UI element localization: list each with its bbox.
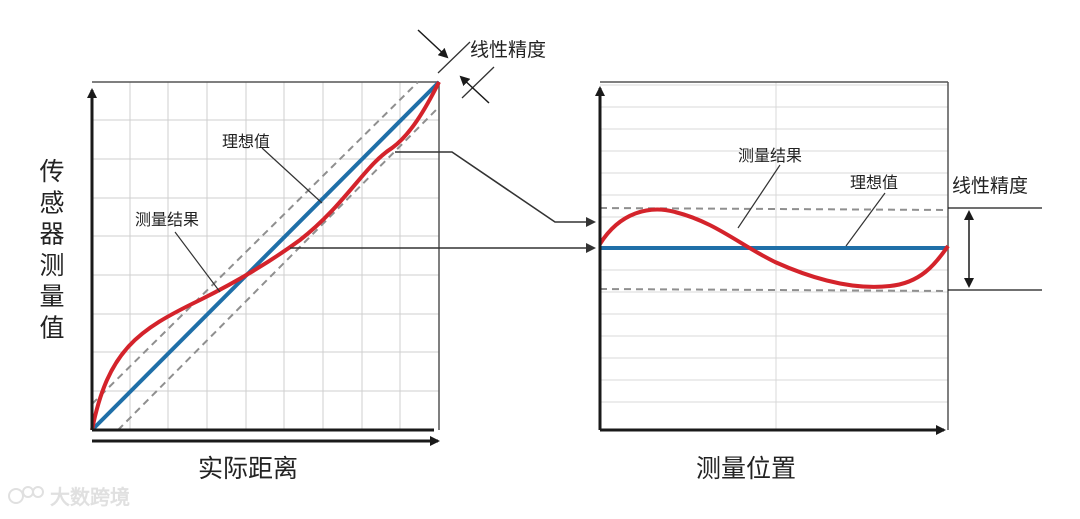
accuracy-guide-1	[437, 41, 471, 74]
connector-arrows	[290, 151, 596, 253]
left-ideal-line	[90, 80, 441, 432]
left-y-axis-label: 传感器测量值	[39, 157, 64, 342]
y-axis-label-char: 传	[39, 157, 64, 186]
accuracy-arrow-2	[459, 75, 490, 104]
left-grid	[92, 82, 439, 430]
y-axis-label-char: 器	[39, 220, 64, 249]
connector-arrow-peak	[395, 151, 596, 227]
right-accuracy-label: 线性精度	[952, 175, 1028, 197]
right-measured-label: 测量结果	[738, 146, 802, 165]
watermark-text: 大数跨境	[50, 485, 130, 509]
right-x-axis-label: 测量位置	[696, 454, 796, 483]
watermark: 大数跨境	[8, 485, 130, 509]
y-axis-label-char: 量	[39, 282, 64, 311]
left-chart: 线性精度 理想值 测量结果 传感器测量值 实际距离	[39, 29, 546, 483]
y-axis-label-char: 值	[39, 313, 64, 342]
left-accuracy-label: 线性精度	[470, 39, 546, 61]
left-lower-tolerance-line	[117, 106, 440, 431]
left-measured-label: 测量结果	[135, 210, 199, 229]
right-ideal-label: 理想值	[850, 173, 898, 192]
left-ideal-callout-line	[261, 147, 323, 204]
right-grid	[600, 82, 948, 430]
y-axis-label-char: 感	[39, 188, 64, 217]
y-axis-label-char: 测	[39, 251, 64, 280]
left-measured-callout-line	[174, 231, 221, 293]
watermark-logo-icon	[8, 486, 44, 504]
left-measured-curve	[90, 81, 441, 431]
right-upper-tolerance-line	[599, 207, 949, 211]
right-lower-tolerance-line	[599, 288, 949, 292]
right-measured-curve	[598, 207, 950, 289]
left-ideal-label: 理想值	[222, 132, 270, 151]
accuracy-guide-2	[461, 66, 495, 99]
right-chart: 测量结果 理想值 线性精度 测量位置	[595, 81, 1042, 483]
accuracy-arrow-1	[417, 29, 449, 59]
left-x-axis-label: 实际距离	[198, 454, 298, 483]
left-upper-tolerance-line	[91, 81, 419, 405]
right-ideal-callout-line	[845, 192, 886, 247]
right-measured-callout-line	[737, 164, 781, 229]
